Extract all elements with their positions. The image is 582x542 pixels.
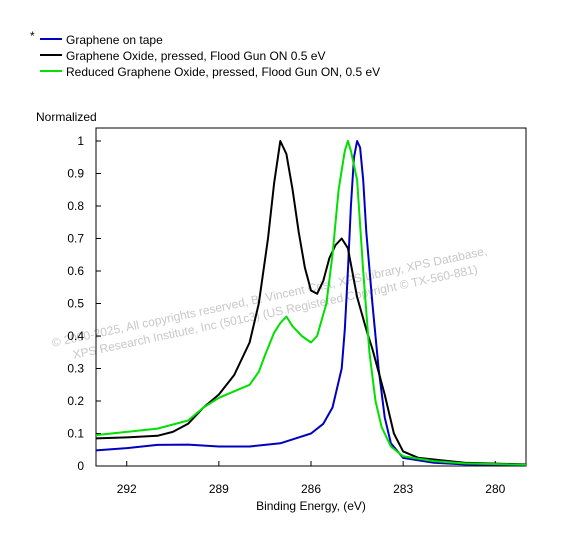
series-line-graphene-on-tape xyxy=(95,140,527,466)
series-layer xyxy=(95,140,527,466)
watermark-line-1: © 2000-2025, All copyrights reserved, B.… xyxy=(51,244,489,350)
legend-marker: * xyxy=(30,29,35,43)
copyright-watermark: © 2000-2025, All copyrights reserved, B.… xyxy=(51,244,489,362)
y-tick-label: 0.7 xyxy=(67,232,84,246)
y-tick-label: 1 xyxy=(77,134,84,148)
x-axis-title: Binding Energy, (eV) xyxy=(256,499,366,513)
y-axis-ticks: 0 0.1 0.2 0.3 0.4 0.5 0.6 0.7 0.8 0.9 1 xyxy=(67,134,101,473)
y-tick-label: 0.5 xyxy=(67,297,84,311)
y-tick-label: 0.8 xyxy=(67,199,84,213)
y-tick-label: 0.1 xyxy=(67,427,84,441)
series-line-reduced-graphene-oxide xyxy=(95,140,527,466)
legend-item-graphene-on-tape: Graphene on tape xyxy=(40,33,163,47)
y-tick-label: 0 xyxy=(77,459,84,473)
y-tick-label: 0.4 xyxy=(67,329,84,343)
legend-label-reduced-graphene-oxide: Reduced Graphene Oxide, pressed, Flood G… xyxy=(66,65,380,79)
x-tick-label: 283 xyxy=(393,482,413,496)
x-tick-label: 286 xyxy=(301,482,321,496)
x-tick-label: 280 xyxy=(485,482,505,496)
y-tick-label: 0.2 xyxy=(67,394,84,408)
legend-label-graphene-oxide: Graphene Oxide, pressed, Flood Gun ON 0.… xyxy=(66,49,325,63)
x-tick-label: 292 xyxy=(117,482,137,496)
y-tick-label: 0.9 xyxy=(67,167,84,181)
y-axis-title: Normalized xyxy=(36,110,97,124)
legend-label-graphene-on-tape: Graphene on tape xyxy=(66,33,163,47)
legend: * Graphene on tape Graphene Oxide, press… xyxy=(30,29,380,79)
legend-item-reduced-graphene-oxide: Reduced Graphene Oxide, pressed, Flood G… xyxy=(40,65,380,79)
x-tick-label: 289 xyxy=(209,482,229,496)
y-tick-label: 0.3 xyxy=(67,362,84,376)
x-axis-ticks: 292 289 286 283 280 xyxy=(117,461,506,496)
legend-item-graphene-oxide: Graphene Oxide, pressed, Flood Gun ON 0.… xyxy=(40,49,325,63)
y-tick-label: 0.6 xyxy=(67,264,84,278)
watermark-line-2: XPS Research Institute, Inc (501c3) (US … xyxy=(71,262,478,362)
